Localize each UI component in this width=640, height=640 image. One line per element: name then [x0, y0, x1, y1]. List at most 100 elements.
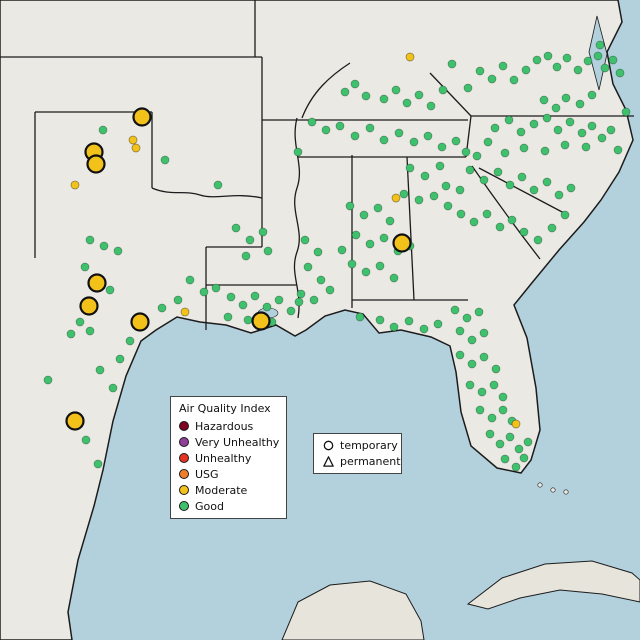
aqi-legend-label: Moderate [195, 483, 248, 497]
aqi-marker-good [241, 251, 251, 261]
aqi-marker-good [226, 292, 236, 302]
aqi-legend-row: Hazardous [179, 420, 278, 432]
aqi-marker-good [309, 295, 319, 305]
aqi-marker-good [455, 326, 465, 336]
aqi-marker-good [419, 324, 429, 334]
aqi-marker-good [108, 383, 118, 393]
aqi-marker-good [113, 246, 123, 256]
aqi-marker-good [361, 91, 371, 101]
aqi-marker-good [426, 101, 436, 111]
aqi-marker-good [379, 233, 389, 243]
aqi-marker-good [581, 142, 591, 152]
aqi-marker-good [263, 246, 273, 256]
state-borders [0, 0, 634, 330]
aqi-marker-good [303, 262, 313, 272]
state-border-line [478, 167, 565, 214]
aqi-marker-good [490, 123, 500, 133]
station-markers [43, 40, 631, 472]
aqi-marker-good [385, 216, 395, 226]
aqi-swatch-good-icon [179, 501, 189, 511]
aqi-marker-good [514, 444, 524, 454]
aqi-marker-good [485, 429, 495, 439]
aqi-marker-good [479, 175, 489, 185]
aqi-marker-good [379, 94, 389, 104]
aqi-marker-good [606, 125, 616, 135]
aqi-marker-good [511, 462, 521, 472]
aqi-marker-good [125, 336, 135, 346]
aqi-legend-label: Hazardous [195, 419, 254, 433]
aqi-marker-good [461, 147, 471, 157]
aqi-legend-row: Unhealthy [179, 452, 278, 464]
aqi-marker-good [337, 245, 347, 255]
aqi-marker-moderate-large [392, 233, 412, 253]
aqi-marker-good [560, 140, 570, 150]
aqi-marker-good [465, 165, 475, 175]
aqi-marker-moderate [70, 180, 80, 190]
aqi-marker-good [519, 227, 529, 237]
aqi-marker-good [587, 90, 597, 100]
aqi-marker-good [593, 51, 603, 61]
aqi-swatch-usg-icon [179, 469, 189, 479]
aqi-marker-good [554, 190, 564, 200]
cuba-island [466, 560, 640, 610]
aqi-marker-good [414, 90, 424, 100]
aqi-marker-moderate [405, 52, 415, 62]
aqi-marker-good [498, 392, 508, 402]
florida-keys-island [563, 489, 569, 495]
aqi-marker-good [414, 195, 424, 205]
aqi-marker-good [321, 125, 331, 135]
symbol-legend-row: temporary [322, 439, 398, 451]
aqi-marker-good [456, 209, 466, 219]
aqi-marker-good [250, 291, 260, 301]
aqi-marker-good [560, 210, 570, 220]
aqi-marker-good [85, 326, 95, 336]
aqi-marker-good [307, 117, 317, 127]
aqi-marker-good [361, 267, 371, 277]
aqi-marker-good [213, 180, 223, 190]
aqi-legend-row: Good [179, 500, 278, 512]
aqi-marker-good [615, 68, 625, 78]
aqi-marker-good [467, 335, 477, 345]
aqi-marker-good [437, 142, 447, 152]
aqi-marker-good [325, 285, 335, 295]
symbol-legend: temporary permanent [313, 433, 402, 474]
aqi-marker-good [95, 365, 105, 375]
aqi-marker-good [577, 128, 587, 138]
aqi-marker-good [532, 55, 542, 65]
aqi-marker-good [516, 127, 526, 137]
aqi-swatch-very-unhealthy-icon [179, 437, 189, 447]
aqi-marker-moderate [128, 135, 138, 145]
aqi-marker-good [575, 99, 585, 109]
aqi-marker-moderate [511, 419, 521, 429]
aqi-marker-good [373, 203, 383, 213]
aqi-marker-good [474, 307, 484, 317]
aqi-marker-good [542, 113, 552, 123]
aqi-marker-good [160, 155, 170, 165]
state-border-line [301, 62, 351, 119]
aqi-marker-good [300, 235, 310, 245]
aqi-marker-good [498, 405, 508, 415]
aqi-marker-good [621, 107, 631, 117]
aqi-marker-good [157, 303, 167, 313]
aqi-marker-good [500, 148, 510, 158]
state-border-line [429, 72, 472, 117]
aqi-marker-good [523, 437, 533, 447]
aqi-legend: Air Quality Index Hazardous Very Unhealth… [170, 396, 287, 519]
aqi-marker-good [455, 350, 465, 360]
aqi-marker-good [245, 235, 255, 245]
aqi-marker-good [566, 183, 576, 193]
aqi-marker-good [489, 380, 499, 390]
aqi-marker-good [491, 364, 501, 374]
florida-keys-island [537, 482, 543, 488]
aqi-legend-label: Unhealthy [195, 451, 252, 465]
aqi-marker-good [472, 151, 482, 161]
aqi-legend-label: Good [195, 499, 224, 513]
aqi-marker-good [600, 63, 610, 73]
aqi-marker-good [595, 40, 605, 50]
aqi-marker-good [345, 201, 355, 211]
aqi-marker-moderate-large [86, 154, 106, 174]
aqi-marker-good [185, 275, 195, 285]
yucatan-peninsula [281, 580, 425, 640]
aqi-marker-good [211, 283, 221, 293]
